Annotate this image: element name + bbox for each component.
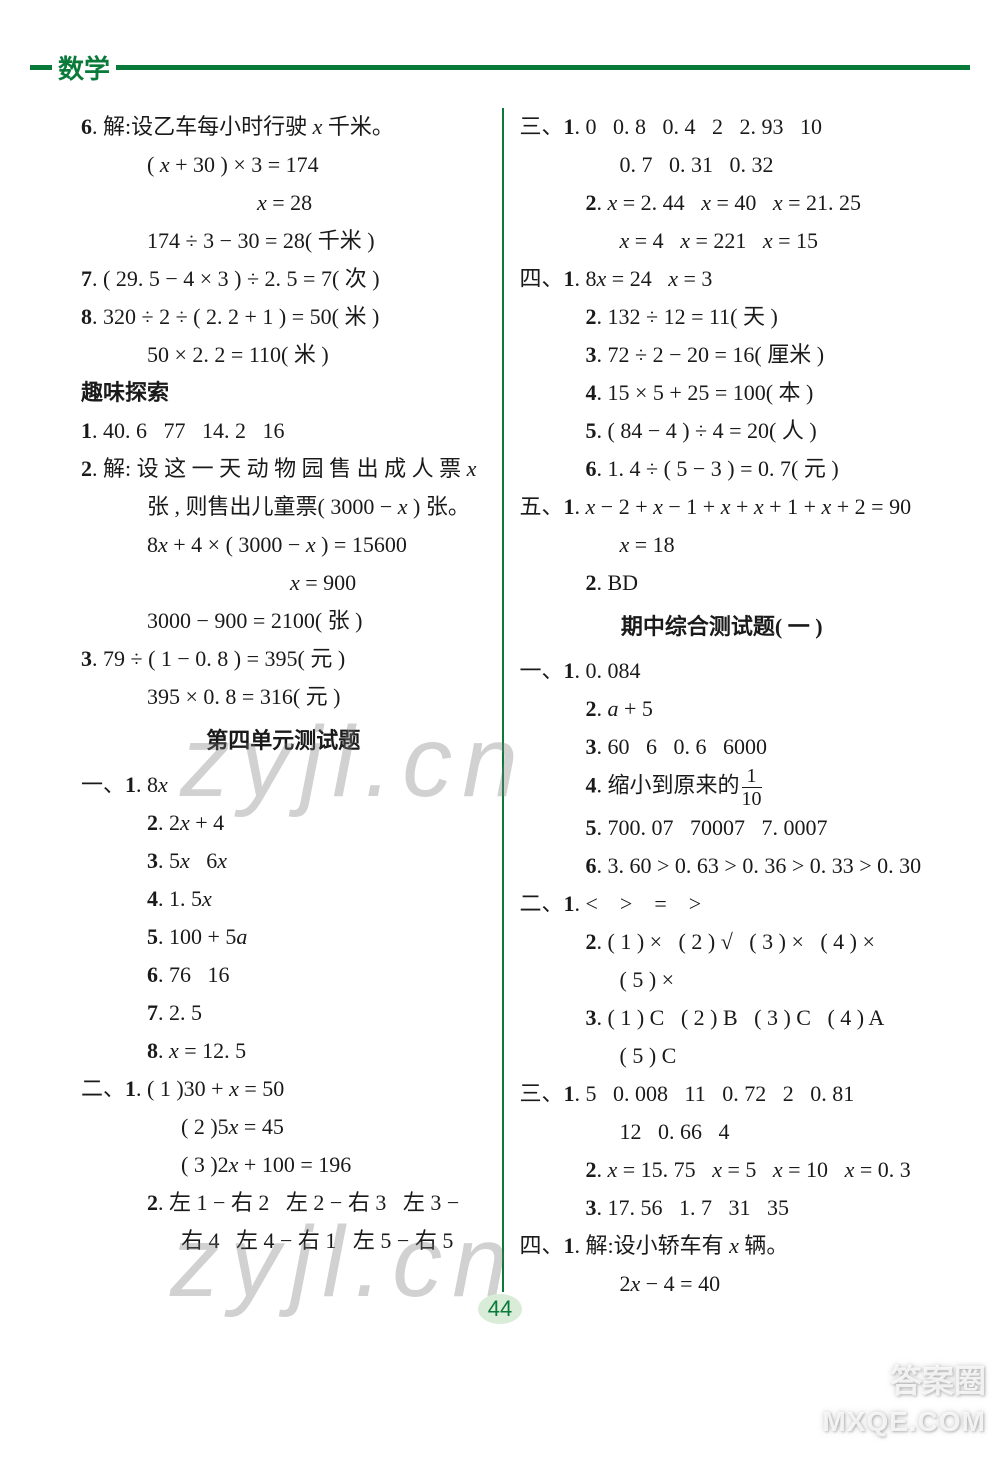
text-line: 0. 7 0. 31 0. 32: [520, 146, 925, 184]
text-line: 6. 解:设乙车每小时行驶 x 千米。: [81, 108, 486, 146]
logo-mxqe: MXQE.COM: [822, 1406, 986, 1438]
left-column: 6. 解:设乙车每小时行驶 x 千米。( x + 30 ) × 3 = 174x…: [75, 108, 492, 1292]
text-line: 2x − 4 = 40: [520, 1265, 925, 1303]
text-line: 2. 解: 设 这 一 天 动 物 园 售 出 成 人 票 x: [81, 450, 486, 488]
column-divider: [502, 108, 504, 1292]
text-line: 三、1. 0 0. 8 0. 4 2 2. 93 10: [520, 108, 925, 146]
text-line: 四、1. 8x = 24 x = 3: [520, 260, 925, 298]
text-line: ( x + 30 ) × 3 = 174: [81, 146, 486, 184]
text-line: x = 18: [520, 526, 925, 564]
text-line: 5. 100 + 5a: [81, 918, 486, 956]
text-line: 2. a + 5: [520, 690, 925, 728]
text-line: 2. x = 15. 75 x = 5 x = 10 x = 0. 3: [520, 1151, 925, 1189]
text-line: 一、1. 8x: [81, 766, 486, 804]
logo-daq: 答案圈: [890, 1356, 986, 1402]
header-title: 数学: [52, 49, 116, 86]
text-line: 3. 60 6 0. 6 6000: [520, 728, 925, 766]
text-line: 3. 5x 6x: [81, 842, 486, 880]
text-line: 3. ( 1 ) C ( 2 ) B ( 3 ) C ( 4 ) A: [520, 999, 925, 1037]
text-line: 五、1. x − 2 + x − 1 + x + x + 1 + x + 2 =…: [520, 488, 925, 526]
text-line: 6. 1. 4 ÷ ( 5 − 3 ) = 0. 7( 元 ): [520, 450, 925, 488]
text-line: 50 × 2. 2 = 110( 米 ): [81, 336, 486, 374]
text-line: 12 0. 66 4: [520, 1113, 925, 1151]
text-line: 期中综合测试题( 一 ): [520, 602, 925, 652]
text-line: ( 3 )2x + 100 = 196: [81, 1146, 486, 1184]
right-column: 三、1. 0 0. 8 0. 4 2 2. 93 100. 7 0. 31 0.…: [514, 108, 931, 1292]
text-line: 3000 − 900 = 2100( 张 ): [81, 602, 486, 640]
text-line: x = 4 x = 221 x = 15: [520, 222, 925, 260]
text-line: 4. 15 × 5 + 25 = 100( 本 ): [520, 374, 925, 412]
text-line: 6. 76 16: [81, 956, 486, 994]
page-header: 数学: [30, 52, 970, 82]
text-line: 2. 2x + 4: [81, 804, 486, 842]
text-line: x = 900: [81, 564, 486, 602]
text-line: 5. 700. 07 70007 7. 0007: [520, 809, 925, 847]
text-line: 二、1. ( 1 )30 + x = 50: [81, 1070, 486, 1108]
text-line: 趣味探索: [81, 374, 486, 412]
text-line: 三、1. 5 0. 008 11 0. 72 2 0. 81: [520, 1075, 925, 1113]
page-number: 44: [478, 1294, 522, 1324]
text-line: 1. 40. 6 77 14. 2 16: [81, 412, 486, 450]
text-line: 6. 3. 60 > 0. 63 > 0. 36 > 0. 33 > 0. 30: [520, 847, 925, 885]
text-line: 2. 左 1 − 右 2 左 2 − 右 3 左 3 −: [81, 1184, 486, 1222]
text-line: 7. 2. 5: [81, 994, 486, 1032]
text-line: 3. 17. 56 1. 7 31 35: [520, 1189, 925, 1227]
text-line: 四、1. 解:设小轿车有 x 辆。: [520, 1227, 925, 1265]
text-line: ( 2 )5x = 45: [81, 1108, 486, 1146]
header-rule-left: [30, 65, 52, 70]
text-line: 3. 72 ÷ 2 − 20 = 16( 厘米 ): [520, 336, 925, 374]
text-line: 2. ( 1 ) × ( 2 ) √ ( 3 ) × ( 4 ) ×: [520, 923, 925, 961]
text-line: 7. ( 29. 5 − 4 × 3 ) ÷ 2. 5 = 7( 次 ): [81, 260, 486, 298]
text-line: 174 ÷ 3 − 30 = 28( 千米 ): [81, 222, 486, 260]
text-line: 一、1. 0. 084: [520, 652, 925, 690]
text-line: 8. 320 ÷ 2 ÷ ( 2. 2 + 1 ) = 50( 米 ): [81, 298, 486, 336]
text-line: x = 28: [81, 184, 486, 222]
text-line: ( 5 ) C: [520, 1037, 925, 1075]
text-line: 张 , 则售出儿童票( 3000 − x ) 张。: [81, 488, 486, 526]
text-line: 8. x = 12. 5: [81, 1032, 486, 1070]
text-line: 4. 1. 5x: [81, 880, 486, 918]
text-line: 二、1. < > = >: [520, 885, 925, 923]
text-line: 2. 132 ÷ 12 = 11( 天 ): [520, 298, 925, 336]
text-line: 第四单元测试题: [81, 716, 486, 766]
text-line: ( 5 ) ×: [520, 961, 925, 999]
header-rule-right: [116, 65, 970, 70]
text-line: 395 × 0. 8 = 316( 元 ): [81, 678, 486, 716]
text-line: 5. ( 84 − 4 ) ÷ 4 = 20( 人 ): [520, 412, 925, 450]
text-line: 2. BD: [520, 564, 925, 602]
text-line: 2. x = 2. 44 x = 40 x = 21. 25: [520, 184, 925, 222]
text-line: 4. 缩小到原来的110: [520, 766, 925, 809]
text-line: 右 4 左 4 − 右 1 左 5 − 右 5: [81, 1222, 486, 1260]
content-columns: 6. 解:设乙车每小时行驶 x 千米。( x + 30 ) × 3 = 174x…: [75, 108, 930, 1292]
text-line: 8x + 4 × ( 3000 − x ) = 15600: [81, 526, 486, 564]
text-line: 3. 79 ÷ ( 1 − 0. 8 ) = 395( 元 ): [81, 640, 486, 678]
